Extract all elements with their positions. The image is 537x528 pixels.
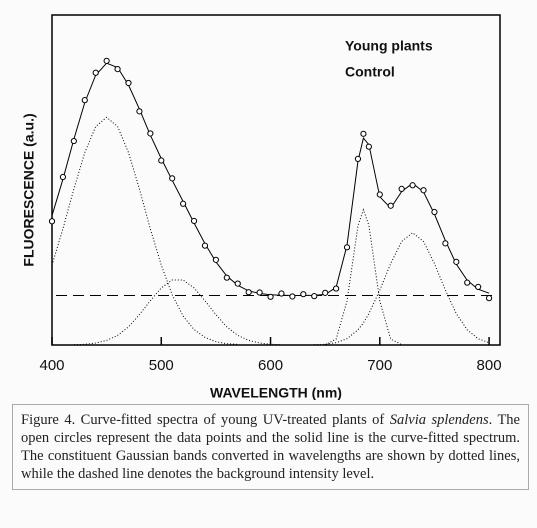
gaussian-band: [73, 279, 282, 346]
data-point: [354, 155, 362, 162]
data-point: [48, 218, 56, 225]
data-point: [365, 143, 372, 150]
chart: Young plants Control WAVELENGTH (nm) FLU…: [21, 14, 502, 400]
data-point: [442, 240, 449, 247]
gaussian-band: [324, 208, 402, 346]
data-point: [114, 66, 121, 73]
data-point: [485, 295, 493, 302]
data-point: [245, 289, 252, 296]
data-point: [125, 79, 132, 87]
x-tick-label: 700: [367, 357, 392, 374]
data-point: [420, 187, 427, 194]
data-point: [409, 182, 416, 189]
data-point: [376, 191, 383, 198]
annotation: Control: [345, 64, 395, 80]
data-point: [180, 200, 187, 207]
data-point: [92, 69, 99, 76]
data-point: [190, 217, 198, 225]
data-point: [300, 291, 307, 298]
x-tick-label: 500: [149, 357, 174, 374]
data-point: [360, 130, 367, 137]
data-point: [169, 175, 176, 182]
data-point: [322, 289, 329, 296]
y-axis-label: FLUORESCENCE (a.u.): [21, 113, 37, 266]
data-point: [201, 242, 209, 249]
data-point: [158, 157, 165, 164]
data-point: [289, 293, 296, 300]
gaussian-band: [51, 116, 238, 345]
data-point: [453, 258, 460, 265]
data-point: [223, 274, 230, 281]
data-point: [147, 130, 154, 137]
data-point: [70, 137, 77, 145]
data-point: [81, 97, 88, 104]
data-point: [212, 256, 220, 263]
data-point: [256, 289, 263, 296]
data-point: [464, 279, 471, 286]
data-point: [278, 290, 285, 297]
data-point: [398, 185, 405, 193]
caption: Figure 4. Curve-fitted spectra of young …: [12, 404, 529, 490]
data-point: [59, 173, 67, 181]
data-point: [387, 202, 394, 209]
caption-species: Salvia splendens: [389, 412, 489, 428]
fit-line: [51, 62, 490, 296]
data-point: [267, 293, 274, 300]
gaussian-band: [314, 232, 490, 346]
x-tick-label: 800: [477, 357, 502, 374]
data-point: [234, 280, 241, 287]
data-point: [475, 283, 482, 291]
data-point: [136, 108, 143, 115]
data-point: [343, 244, 351, 251]
x-tick-label: 400: [39, 357, 64, 374]
x-axis-label: WAVELENGTH (nm): [210, 385, 342, 400]
caption-text: Figure 4. Curve-fitted spectra of young …: [21, 412, 390, 428]
caption-text: . The open circles represent the data po…: [21, 412, 520, 482]
data-point: [311, 293, 318, 300]
annotation: Young plants: [345, 38, 433, 54]
data-point: [332, 285, 340, 292]
x-tick-label: 600: [258, 357, 283, 374]
data-point: [103, 57, 110, 64]
data-point: [431, 208, 438, 216]
